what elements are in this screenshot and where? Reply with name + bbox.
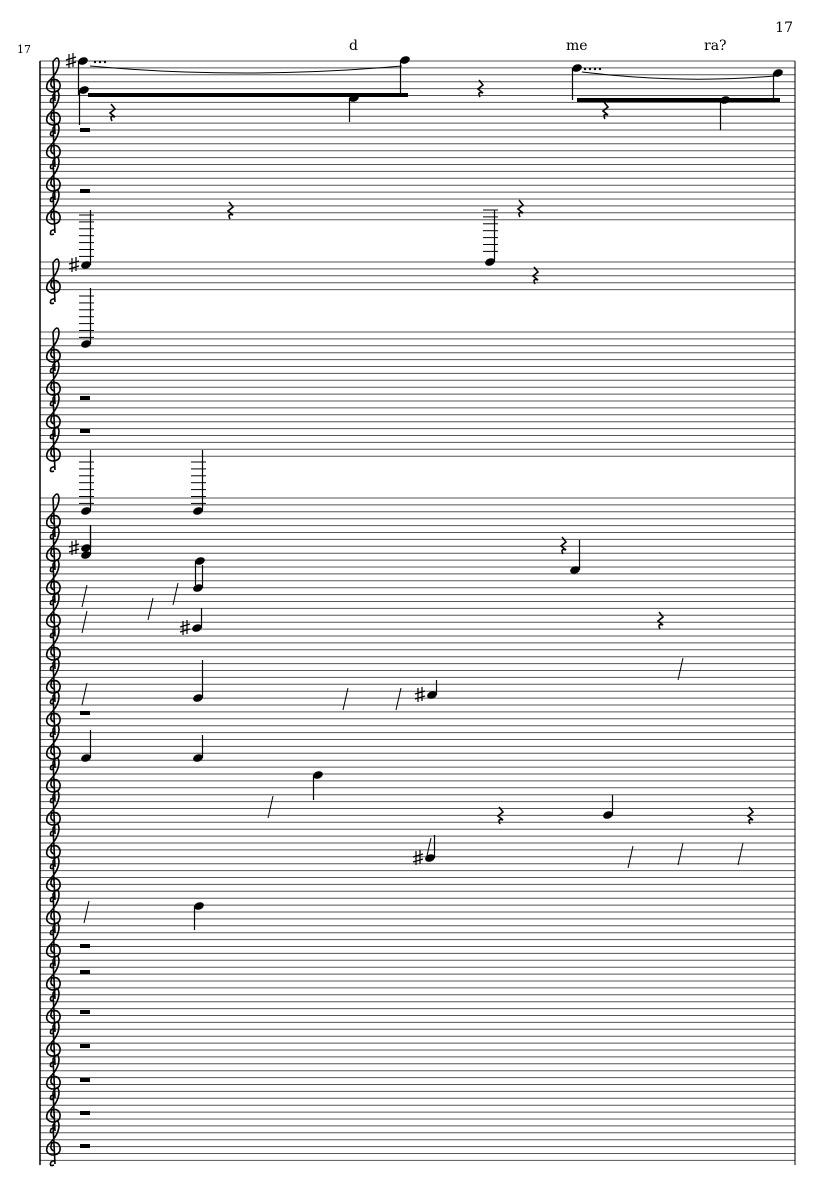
rest-icon [80, 1111, 90, 1115]
notehead [425, 854, 435, 862]
notehead [773, 69, 783, 77]
augmentation-dot [103, 60, 107, 64]
rest-icon [80, 1010, 90, 1014]
beam [88, 93, 408, 97]
page-number: 17 [775, 20, 793, 36]
sharp-icon [68, 257, 80, 272]
notehead [400, 56, 410, 64]
notehead [81, 507, 91, 515]
rest-icon [80, 970, 90, 974]
rest-icon [80, 189, 90, 193]
augmentation-dot [598, 67, 602, 71]
rest-icon [226, 201, 235, 220]
notehead [570, 566, 580, 574]
rest-icon [172, 582, 179, 606]
rest-icon [559, 536, 568, 555]
treble-clef-icon [45, 258, 61, 305]
treble-clef-icon [45, 1120, 61, 1167]
rest-icon [80, 429, 90, 433]
lyric: d [349, 38, 358, 54]
rest-icon [81, 682, 88, 706]
augmentation-dot [593, 67, 597, 71]
rest-icon [656, 611, 665, 630]
rest-icon [80, 128, 90, 132]
notehead [572, 64, 582, 72]
augmentation-dot [583, 67, 587, 71]
sharp-icon [414, 687, 426, 702]
rest-icon [80, 944, 90, 948]
rest-icon [496, 806, 505, 825]
rest-icon [677, 657, 684, 681]
lyric: ra? [704, 38, 727, 54]
notehead [194, 902, 204, 910]
rest-icon [80, 711, 90, 715]
treble-clef-icon [45, 426, 61, 473]
rest-icon [267, 795, 274, 819]
beam [577, 98, 780, 102]
rest-icon [516, 199, 525, 218]
rest-icon [601, 101, 610, 120]
notehead [193, 694, 203, 702]
rest-icon [746, 806, 755, 825]
notehead [79, 86, 89, 94]
notehead [193, 584, 203, 592]
rest-icon [108, 103, 117, 122]
notehead [427, 691, 437, 699]
rest-icon [81, 610, 88, 634]
rest-icon [627, 845, 634, 869]
notehead [78, 57, 88, 65]
rest-icon [83, 900, 90, 924]
notehead [81, 261, 91, 269]
notehead [603, 811, 613, 819]
notehead [192, 624, 202, 632]
sharp-icon [65, 53, 77, 68]
notehead [81, 544, 91, 552]
augmentation-dot [93, 60, 97, 64]
augmentation-dot [588, 67, 592, 71]
rest-icon [80, 1078, 90, 1082]
rest-icon [80, 396, 90, 400]
notehead [485, 258, 495, 266]
notehead [195, 557, 205, 565]
notehead [193, 754, 203, 762]
lyric: me [566, 38, 588, 54]
rest-icon [677, 842, 684, 866]
rest-icon [81, 584, 88, 608]
measure-number: 17 [17, 43, 31, 56]
tie [581, 71, 776, 80]
notehead [313, 771, 323, 779]
rest-icon [476, 79, 485, 98]
rest-icon [531, 266, 540, 285]
treble-clef-icon [45, 189, 61, 236]
rest-icon [395, 687, 402, 711]
augmentation-dot [98, 60, 102, 64]
notehead [81, 754, 91, 762]
rest-icon [80, 1044, 90, 1048]
rest-icon [80, 1144, 90, 1148]
notehead [81, 340, 91, 348]
sharp-icon [68, 540, 80, 555]
sharp-icon [179, 620, 191, 635]
notehead [81, 551, 91, 559]
tie [89, 65, 403, 74]
rest-icon [737, 842, 744, 866]
notehead [193, 507, 203, 515]
rest-icon [342, 687, 349, 711]
rest-icon [147, 597, 154, 621]
sharp-icon [412, 850, 424, 865]
